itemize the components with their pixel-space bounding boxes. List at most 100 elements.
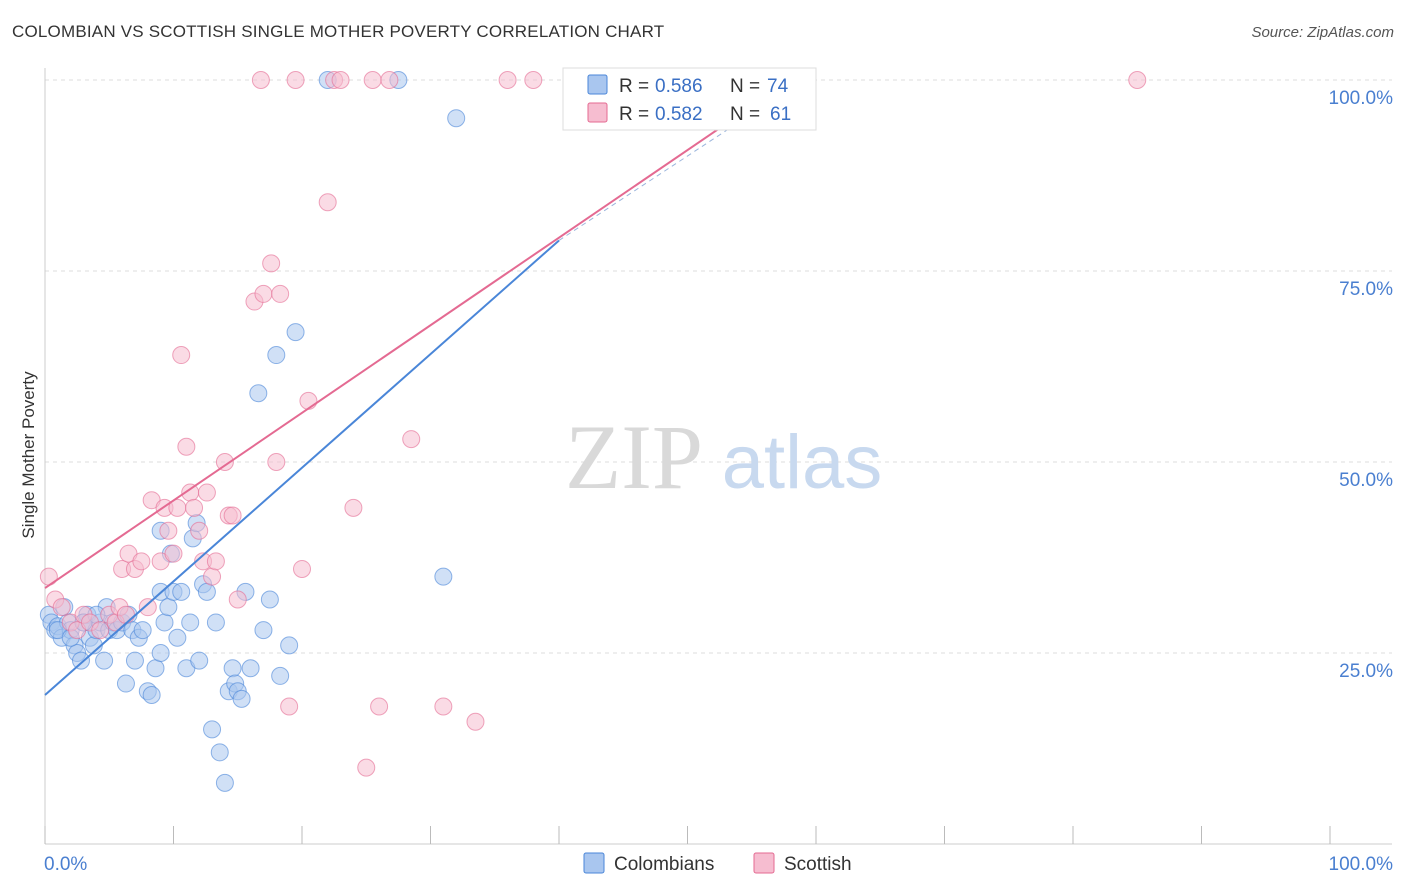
series-legend-swatch-scottish <box>753 852 775 874</box>
series-legend-label-colombians: Colombians <box>614 854 714 875</box>
y-tick-label-2: 75.0% <box>1339 279 1393 300</box>
series-colombians-points <box>39 71 466 792</box>
scottish-point-20 <box>159 521 178 540</box>
scottish-point-55 <box>434 697 453 716</box>
colombians-point-32 <box>151 644 170 662</box>
scottish-point-12 <box>116 605 135 624</box>
colombians-point-62 <box>267 346 286 365</box>
scottish-point-38 <box>254 284 273 303</box>
scottish-point-15 <box>132 552 151 571</box>
scottish-point-2 <box>52 598 71 617</box>
y-tick-labels: 25.0% 50.0% 75.0% 100.0% <box>1329 88 1394 682</box>
scottish-point-45 <box>299 391 318 410</box>
colombians-point-65 <box>286 323 305 342</box>
scottish-point-34 <box>223 506 242 525</box>
colombians-point-47 <box>197 582 216 601</box>
x-axis-ticks <box>44 826 1331 844</box>
legend-n-label-colombians: N = <box>730 76 760 97</box>
axes <box>44 68 1392 845</box>
scottish-point-41 <box>271 284 290 303</box>
y-tick-label-3: 100.0% <box>1329 88 1394 109</box>
scottish-point-44 <box>293 559 311 578</box>
x-tick-label-1: 100.0% <box>1329 854 1394 875</box>
scottish-point-37 <box>251 71 270 89</box>
scottish-point-21 <box>164 544 183 563</box>
scottish-point-24 <box>177 437 196 456</box>
colombians-point-69 <box>447 109 466 128</box>
colombians-point-59 <box>249 384 268 403</box>
colombians-point-26 <box>125 651 144 670</box>
legend-r-label-colombians: R = <box>619 76 649 97</box>
scottish-point-54 <box>402 430 421 449</box>
colombians-point-56 <box>232 689 251 708</box>
series-legend: Colombians Scottish <box>583 852 852 875</box>
watermark-atlas: atlas <box>722 420 883 505</box>
colombians-point-36 <box>159 598 178 617</box>
scottish-point-32 <box>215 453 234 471</box>
series-legend-label-scottish: Scottish <box>784 854 852 875</box>
scottish-point-48 <box>331 71 350 89</box>
scottish-point-58 <box>524 71 543 89</box>
gridlines <box>45 79 1392 654</box>
scottish-point-51 <box>363 71 382 89</box>
colombians-point-10 <box>71 651 90 670</box>
scottish-point-40 <box>267 453 286 471</box>
colombians-trend-line <box>44 239 560 696</box>
x-tick-label-0: 0.0% <box>44 854 87 875</box>
scottish-point-16 <box>138 598 157 617</box>
colombians-point-68 <box>434 567 453 586</box>
legend-n-value-scottish: 61 <box>770 104 791 125</box>
chart-title: COLOMBIAN VS SCOTTISH SINGLE MOTHER POVE… <box>12 22 665 41</box>
colombians-point-51 <box>215 773 234 792</box>
legend-r-label-scottish: R = <box>619 104 649 125</box>
x-tick-labels: 0.0% 100.0% <box>44 854 1393 875</box>
colombians-point-61 <box>260 590 279 609</box>
colombians-point-31 <box>146 659 165 678</box>
scottish-point-57 <box>498 71 517 89</box>
scottish-point-43 <box>286 71 305 89</box>
scottish-point-53 <box>380 71 399 89</box>
scottish-point-39 <box>262 254 281 273</box>
colombians-point-50 <box>210 743 229 762</box>
colombians-point-35 <box>155 613 174 632</box>
colombians-point-48 <box>203 720 222 739</box>
colombians-point-42 <box>181 613 200 632</box>
colombians-point-58 <box>241 659 260 678</box>
scottish-point-27 <box>190 521 209 540</box>
scottish-point-35 <box>228 590 247 609</box>
scottish-point-50 <box>357 758 376 777</box>
colombians-point-28 <box>133 621 152 640</box>
colombians-point-17 <box>95 651 114 670</box>
watermark: ZIP atlas <box>565 406 882 508</box>
scottish-point-23 <box>172 346 191 365</box>
scottish-point-46 <box>318 193 337 212</box>
scottish-point-30 <box>203 567 222 586</box>
colombians-point-60 <box>254 621 273 640</box>
scottish-point-52 <box>370 697 389 716</box>
source-credit: Source: ZipAtlas.com <box>1251 24 1394 41</box>
colombians-point-40 <box>172 582 191 601</box>
legend-swatch-scottish <box>587 102 608 123</box>
colombians-point-23 <box>116 674 135 693</box>
scottish-point-7 <box>91 621 110 640</box>
series-legend-swatch-colombians <box>583 852 605 874</box>
trend-lines <box>44 79 804 696</box>
scottish-point-31 <box>206 552 225 571</box>
y-tick-label-0: 25.0% <box>1339 661 1393 682</box>
scottish-point-49 <box>344 498 363 517</box>
scottish-trend-line <box>44 79 791 589</box>
scottish-point-29 <box>197 483 216 502</box>
legend-swatch-colombians <box>587 74 608 95</box>
scottish-point-42 <box>280 697 299 716</box>
stats-legend: R = 0.586 N = 74 R = 0.582 N = 61 <box>562 67 817 131</box>
y-tick-label-1: 50.0% <box>1339 470 1393 491</box>
colombians-point-63 <box>271 666 290 685</box>
scottish-point-60 <box>1128 71 1147 89</box>
legend-r-value-colombians: 0.586 <box>655 76 703 97</box>
colombians-point-49 <box>206 613 225 632</box>
colombians-point-64 <box>280 636 299 655</box>
legend-n-label-scottish: N = <box>730 104 760 125</box>
scottish-point-56 <box>466 712 485 731</box>
colombians-point-53 <box>223 659 242 678</box>
